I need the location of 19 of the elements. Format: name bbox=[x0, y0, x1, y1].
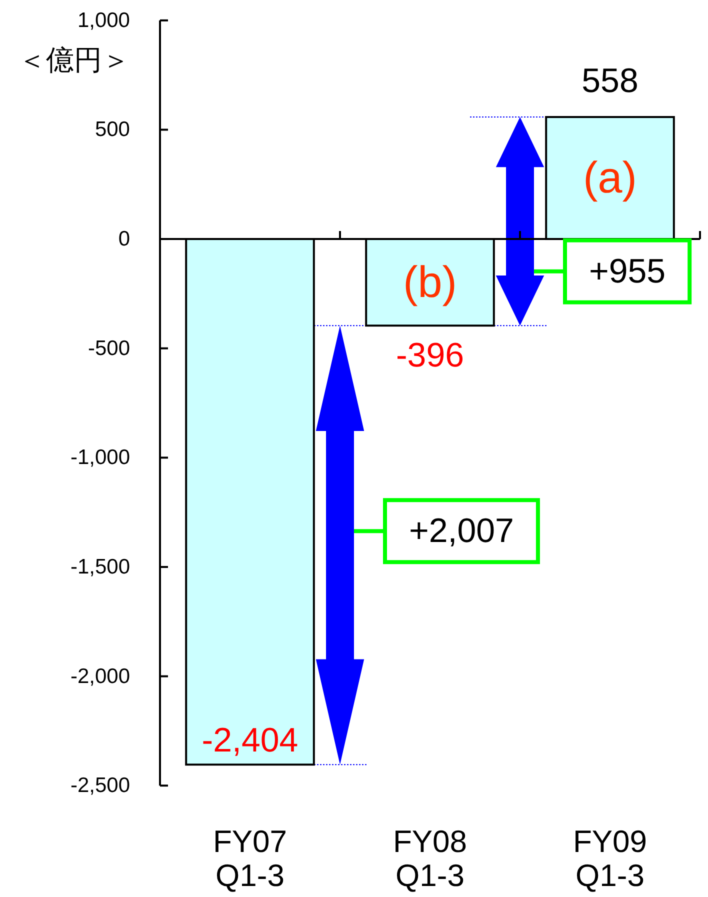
ylabel: ＜億円＞ bbox=[18, 44, 130, 76]
annotation: +2,007 bbox=[409, 512, 514, 550]
tick-label: -500 bbox=[88, 336, 130, 360]
tick-label: 0 bbox=[118, 228, 130, 251]
value-label: -396 bbox=[396, 336, 464, 375]
annotation: (b) bbox=[403, 258, 457, 307]
tick-label: 1,000 bbox=[77, 8, 130, 32]
annotation: +955 bbox=[589, 252, 666, 290]
tick-label: -1,500 bbox=[70, 555, 130, 578]
tick-label: -1,000 bbox=[70, 446, 130, 470]
value-label: 558 bbox=[582, 62, 638, 100]
value-label: -2,404 bbox=[202, 722, 298, 760]
category-label: FY07 Q1-3 bbox=[212, 824, 288, 893]
tick-label: -2,500 bbox=[70, 774, 130, 798]
category-label: FY09 Q1-3 bbox=[572, 824, 648, 893]
tick-label: 500 bbox=[94, 118, 130, 142]
annotation: (a) bbox=[583, 154, 637, 203]
tick-label: -2,000 bbox=[70, 664, 130, 688]
category-label: FY08 Q1-3 bbox=[392, 824, 468, 893]
